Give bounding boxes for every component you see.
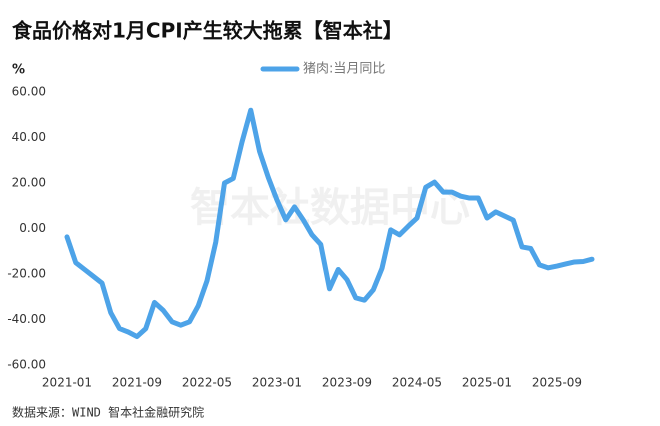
x-tick-label: 2023-09 xyxy=(322,376,372,390)
data-line xyxy=(64,107,595,340)
x-tick-label: 2025-09 xyxy=(532,376,582,390)
y-tick-label: -20.00 xyxy=(7,267,46,281)
y-tick-label: 60.00 xyxy=(12,85,46,99)
y-tick-label: 20.00 xyxy=(12,176,46,190)
chart-title: 食品价格对1月CPI产生较大拖累【智本社】 xyxy=(12,19,403,43)
watermark: 智本社数据中心 xyxy=(190,185,470,231)
y-tick-label: -60.00 xyxy=(7,358,46,372)
x-tick-label: 2023-01 xyxy=(252,376,302,390)
y-tick-label: 0.00 xyxy=(19,221,46,235)
y-tick-label: 40.00 xyxy=(12,130,46,144)
x-tick-label: 2021-01 xyxy=(42,376,92,390)
y-tick-label: -40.00 xyxy=(7,312,46,326)
x-tick-label: 2025-01 xyxy=(462,376,512,390)
x-tick-label: 2024-05 xyxy=(392,376,442,390)
source-note: 数据来源：WIND 智本社金融研究院 xyxy=(12,405,204,420)
x-tick-label: 2021-09 xyxy=(112,376,162,390)
y-unit: % xyxy=(12,63,25,78)
legend-label: 猪肉:当月同比 xyxy=(303,62,385,77)
x-tick-label: 2022-05 xyxy=(182,376,232,390)
